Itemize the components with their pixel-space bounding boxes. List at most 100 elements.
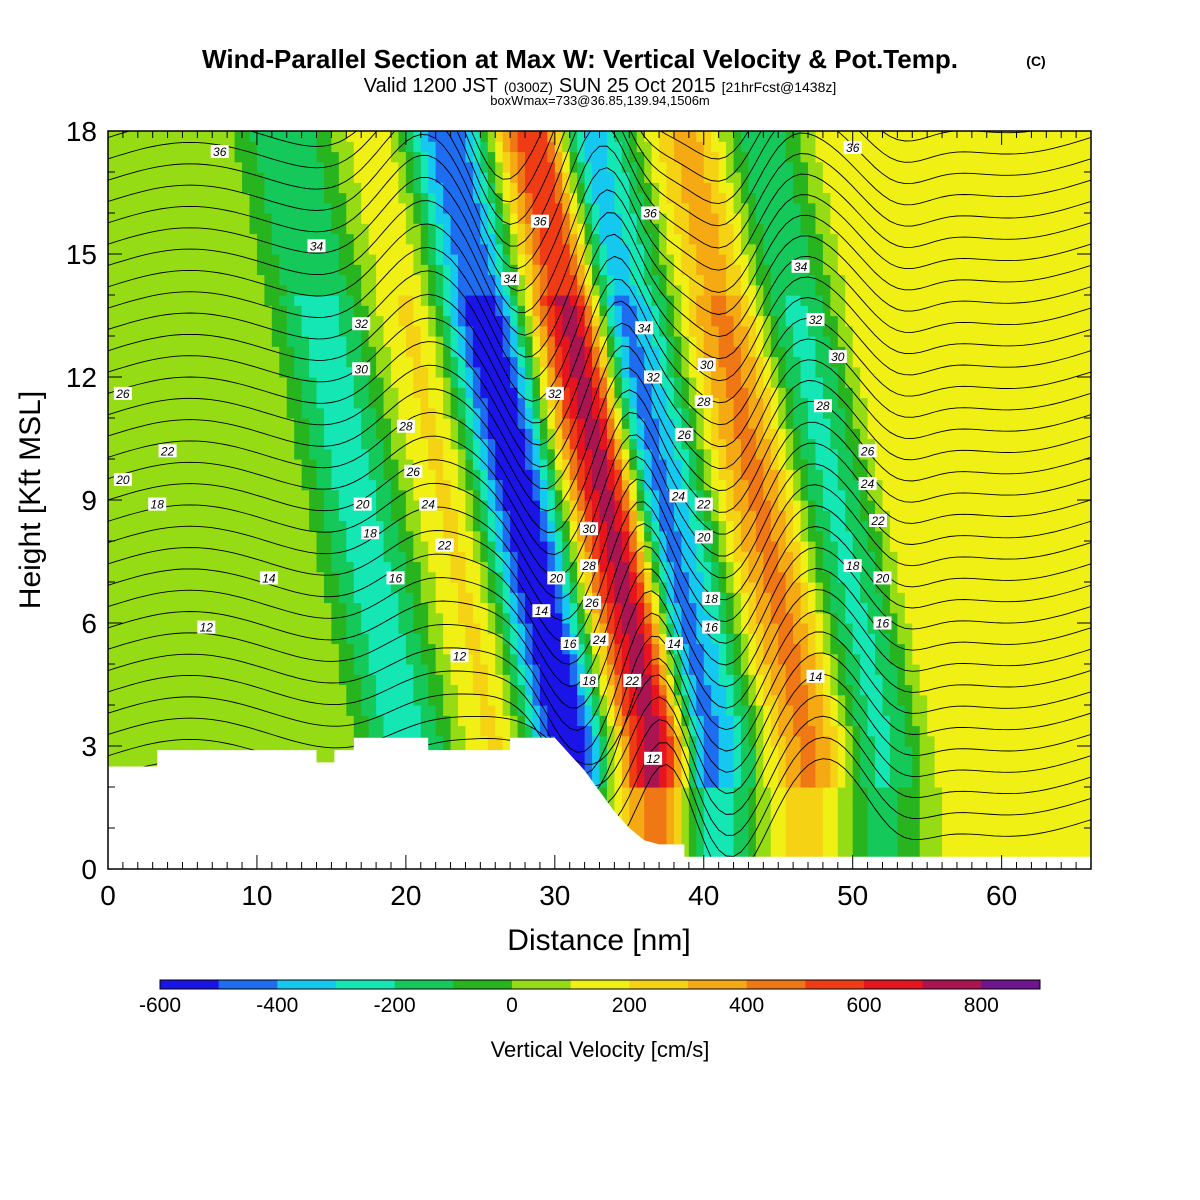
velocity-cell — [606, 674, 615, 686]
velocity-cell — [703, 715, 712, 727]
velocity-cell — [994, 653, 1003, 665]
velocity-cell — [852, 510, 861, 522]
velocity-cell — [1046, 674, 1055, 686]
velocity-cell — [547, 705, 556, 716]
velocity-cell — [1009, 817, 1018, 829]
velocity-cell — [167, 684, 176, 696]
velocity-cell — [1068, 561, 1077, 573]
velocity-cell — [979, 838, 988, 850]
velocity-cell — [956, 674, 965, 686]
velocity-cell — [197, 520, 206, 532]
velocity-cell — [949, 602, 958, 614]
velocity-cell — [167, 664, 176, 675]
velocity-cell — [778, 664, 787, 675]
velocity-cell — [450, 715, 459, 727]
velocity-cell — [390, 510, 400, 522]
velocity-cell — [212, 725, 221, 737]
velocity-cell — [1031, 653, 1040, 665]
velocity-cell — [458, 705, 467, 716]
velocity-cell — [919, 582, 928, 593]
velocity-cell — [331, 571, 340, 583]
velocity-cell — [614, 489, 623, 501]
velocity-cell — [733, 674, 742, 686]
velocity-cell — [912, 551, 921, 563]
velocity-cell — [815, 694, 824, 706]
velocity-cell — [495, 664, 504, 675]
velocity-cell — [800, 817, 809, 829]
velocity-cell — [286, 530, 295, 542]
velocity-cell — [808, 715, 817, 727]
velocity-cell — [249, 541, 258, 552]
velocity-cell — [1076, 500, 1085, 511]
velocity-cell — [740, 612, 750, 624]
velocity-cell — [956, 520, 965, 532]
velocity-cell — [718, 694, 727, 706]
velocity-cell — [472, 735, 481, 747]
velocity-cell — [1023, 520, 1033, 532]
velocity-cell — [927, 848, 936, 860]
velocity-cell — [517, 510, 526, 522]
velocity-cell — [160, 479, 169, 491]
velocity-cell — [696, 776, 705, 788]
velocity-cell — [815, 787, 824, 798]
velocity-cell — [763, 500, 772, 511]
velocity-cell — [1076, 582, 1085, 593]
velocity-cell — [160, 674, 169, 686]
velocity-cell — [1009, 582, 1018, 593]
velocity-cell — [368, 479, 377, 491]
velocity-cell — [956, 530, 965, 542]
velocity-cell — [964, 643, 973, 655]
velocity-cell — [525, 705, 534, 716]
velocity-cell — [271, 674, 280, 686]
velocity-cell — [197, 571, 206, 583]
velocity-cell — [733, 623, 742, 634]
velocity-cell — [1076, 623, 1085, 634]
velocity-cell — [480, 653, 489, 665]
velocity-cell — [584, 623, 593, 634]
velocity-cell — [659, 479, 668, 491]
velocity-cell — [286, 541, 295, 552]
velocity-cell — [711, 797, 720, 809]
velocity-cell — [532, 530, 541, 542]
velocity-cell — [525, 541, 534, 552]
velocity-cell — [383, 633, 392, 645]
velocity-cell — [316, 551, 325, 563]
velocity-cell — [651, 735, 660, 747]
velocity-cell — [919, 674, 928, 686]
velocity-cell — [606, 489, 615, 501]
velocity-cell — [510, 500, 519, 511]
velocity-cell — [1076, 787, 1085, 798]
velocity-cell — [249, 674, 258, 686]
velocity-cell — [979, 715, 988, 727]
velocity-cell — [398, 489, 407, 501]
velocity-cell — [688, 838, 697, 850]
velocity-cell — [673, 817, 683, 829]
velocity-cell — [718, 756, 727, 768]
velocity-cell — [234, 735, 243, 747]
velocity-cell — [487, 705, 496, 716]
velocity-cell — [755, 530, 764, 542]
velocity-cell — [189, 479, 198, 491]
velocity-cell — [927, 735, 936, 747]
velocity-cell — [800, 776, 809, 788]
velocity-cell — [1038, 746, 1047, 757]
velocity-cell — [458, 612, 467, 624]
velocity-cell — [1001, 592, 1010, 604]
velocity-cell — [115, 756, 124, 768]
velocity-cell — [547, 633, 556, 645]
velocity-cell — [927, 520, 936, 532]
velocity-cell — [346, 551, 355, 563]
velocity-cell — [577, 489, 586, 501]
velocity-cell — [651, 664, 660, 675]
velocity-cell — [696, 694, 705, 706]
velocity-cell — [137, 489, 146, 501]
velocity-cell — [599, 735, 608, 747]
velocity-cell — [405, 530, 414, 542]
velocity-cell — [309, 551, 318, 563]
velocity-cell — [733, 828, 742, 839]
velocity-cell — [368, 612, 377, 624]
velocity-cell — [815, 623, 824, 634]
velocity-cell — [547, 684, 556, 696]
velocity-cell — [904, 828, 913, 839]
velocity-cell — [256, 602, 265, 614]
